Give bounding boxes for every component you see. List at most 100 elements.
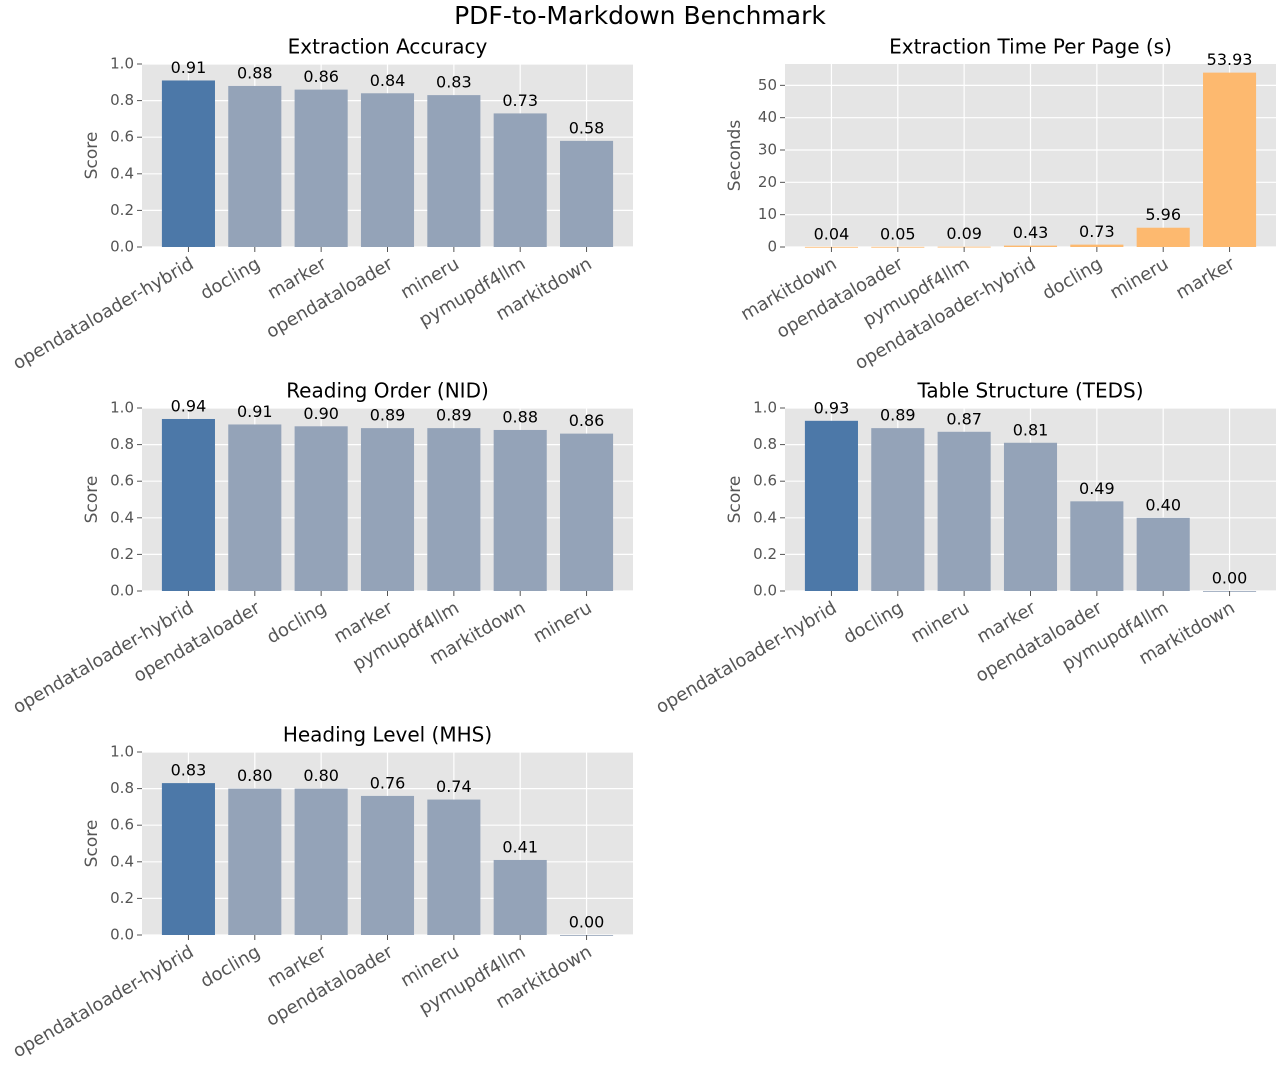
y-tick-label: 0.4 [110, 508, 134, 526]
value-label: 0.00 [1212, 569, 1248, 588]
bar [560, 433, 614, 591]
y-axis-label: Score [725, 476, 745, 524]
y-tick-label: 0 [767, 238, 777, 256]
bar [1070, 501, 1124, 591]
bar [1203, 72, 1257, 247]
bar [493, 429, 547, 591]
value-label: 0.89 [880, 406, 916, 425]
bar [228, 424, 282, 591]
value-label: 0.05 [880, 224, 916, 243]
x-tick-label: opendataloader-hybrid [9, 941, 197, 1062]
y-tick-label: 0.0 [753, 582, 777, 600]
value-label: 53.93 [1207, 50, 1253, 69]
x-tick-label: marker [1172, 253, 1239, 304]
y-tick-label: 0.6 [110, 472, 134, 490]
bar [294, 89, 348, 248]
value-label: 0.94 [171, 396, 207, 415]
bar [228, 85, 282, 248]
bar [560, 140, 614, 247]
value-label: 0.58 [569, 118, 605, 137]
y-tick-label: 0.6 [110, 128, 134, 146]
value-label: 0.88 [502, 407, 538, 426]
x-tick-label: mineru [1106, 253, 1172, 303]
value-label: 0.81 [1013, 420, 1049, 439]
bar [493, 113, 547, 247]
y-tick-label: 40 [758, 108, 777, 126]
value-label: 0.76 [370, 773, 406, 792]
bar [161, 783, 215, 935]
x-tick-label: docling [1039, 253, 1106, 304]
y-tick-label: 0.4 [753, 508, 777, 526]
x-tick-label: docling [263, 597, 330, 648]
bar [1003, 442, 1058, 591]
x-tick-label: docling [197, 253, 264, 304]
value-label: 0.43 [1013, 223, 1049, 242]
value-label: 0.86 [569, 411, 605, 430]
value-label: 0.93 [814, 398, 850, 417]
y-tick-label: 0.4 [110, 852, 134, 870]
value-label: 0.49 [1079, 479, 1115, 498]
bar [228, 788, 282, 935]
bar [427, 428, 481, 591]
bar [294, 426, 348, 591]
bar [427, 95, 481, 247]
y-axis-label: Score [82, 132, 102, 180]
bar [427, 799, 481, 935]
value-label: 0.87 [946, 409, 982, 428]
y-tick-label: 0.4 [110, 164, 134, 182]
value-label: 0.04 [814, 224, 850, 243]
y-tick-label: 0.2 [110, 889, 134, 907]
bar [161, 418, 215, 591]
y-tick-label: 0.8 [110, 435, 134, 453]
y-tick-label: 0.8 [110, 779, 134, 797]
x-tick-label: docling [197, 941, 264, 992]
bar [360, 795, 415, 935]
y-tick-label: 0.0 [110, 238, 134, 256]
chart-title: Extraction Time Per Page (s) [889, 35, 1172, 59]
value-label: 0.88 [237, 63, 273, 82]
value-label: 0.83 [436, 73, 472, 92]
value-label: 0.00 [569, 913, 605, 932]
bar [871, 428, 925, 591]
value-label: 0.80 [237, 766, 273, 785]
value-label: 0.91 [237, 402, 273, 421]
x-tick-label: opendataloader-hybrid [9, 253, 197, 374]
value-label: 0.80 [303, 766, 339, 785]
bar [1003, 245, 1058, 247]
value-label: 0.83 [171, 761, 207, 780]
bar [360, 428, 415, 591]
value-label: 5.96 [1145, 205, 1181, 224]
value-label: 0.40 [1145, 495, 1181, 514]
bar [360, 93, 415, 247]
figure-title: PDF-to-Markdown Benchmark [454, 1, 826, 30]
y-tick-label: 0.2 [110, 545, 134, 563]
value-label: 0.73 [502, 91, 538, 110]
y-tick-label: 30 [758, 141, 777, 159]
y-tick-label: 20 [758, 173, 777, 191]
y-tick-label: 0.2 [110, 201, 134, 219]
y-tick-label: 0.8 [753, 435, 777, 453]
chart-title: Heading Level (MHS) [283, 723, 492, 747]
value-label: 0.74 [436, 777, 472, 796]
bar [1136, 227, 1190, 247]
bar [937, 431, 991, 591]
y-tick-label: 0.6 [753, 472, 777, 490]
value-label: 0.89 [436, 406, 472, 425]
bar [294, 788, 348, 935]
y-tick-label: 1.0 [110, 399, 134, 417]
y-tick-label: 1.0 [110, 743, 134, 761]
value-label: 0.73 [1079, 222, 1115, 241]
bar [1070, 244, 1124, 247]
x-tick-label: mineru [907, 597, 973, 647]
chart-title: Table Structure (TEDS) [916, 379, 1143, 403]
y-tick-label: 0.0 [110, 926, 134, 944]
value-label: 0.89 [370, 406, 406, 425]
y-axis-label: Score [82, 820, 102, 868]
y-axis-label: Score [82, 476, 102, 524]
bar [493, 859, 547, 935]
bar [161, 80, 215, 247]
chart-title: Extraction Accuracy [288, 35, 488, 59]
y-tick-label: 0.0 [110, 582, 134, 600]
